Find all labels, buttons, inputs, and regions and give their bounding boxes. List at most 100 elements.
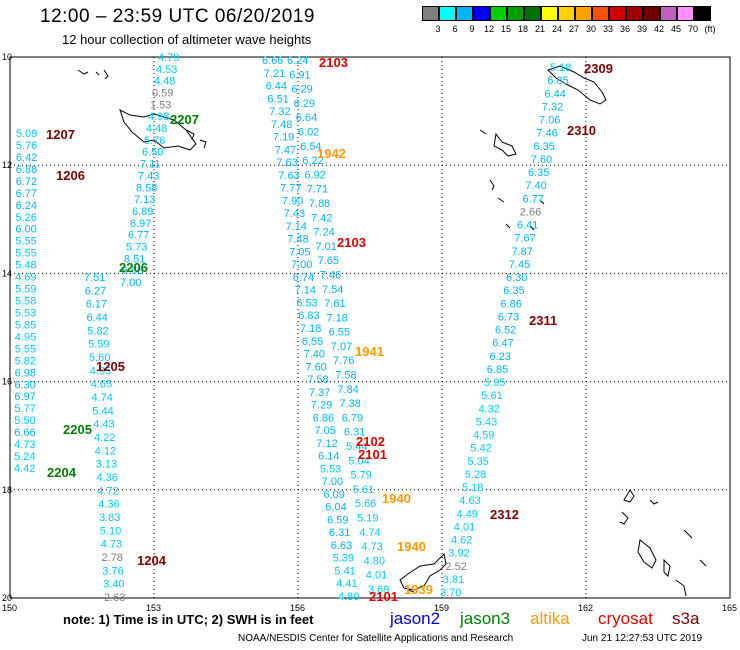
wave-height-value: 4.01 [366, 570, 387, 582]
wave-height-value: 6.83 [298, 310, 319, 322]
wave-height-value: 7.46 [536, 128, 557, 140]
scale-swatch [677, 6, 694, 21]
wave-height-value: 6.77 [523, 193, 544, 205]
wave-height-value: 7.37 [309, 387, 330, 399]
pass-time-label: 2101 [369, 589, 398, 604]
wave-height-value: 6.02 [298, 127, 319, 139]
wave-height-value: 7.65 [318, 255, 339, 267]
wave-height-value: 7.67 [514, 233, 535, 245]
wave-height-value: 7.84 [337, 384, 358, 396]
wave-height-value: 3.83 [99, 512, 120, 524]
wave-height-value: 4.32 [479, 403, 500, 415]
lon-label: 159 [434, 603, 449, 613]
wave-height-value: 5.76 [144, 135, 165, 147]
wave-height-value: 5.41 [334, 566, 355, 578]
wave-height-value: 5.95 [484, 377, 505, 389]
wave-height-value: 7.14 [295, 285, 316, 297]
wave-height-value: 7.58 [335, 370, 356, 382]
wave-height-value: 3.81 [443, 574, 464, 586]
wave-height-value: 5.55 [15, 236, 36, 248]
lat-label: 10 [2, 52, 12, 62]
wave-height-value: 7.48 [287, 234, 308, 246]
wave-height-value: 5.76 [16, 140, 37, 152]
wave-height-value: 6.97 [130, 218, 151, 230]
wave-height-value: 4.98 [148, 111, 169, 123]
pass-time-label: 2101 [358, 447, 387, 462]
wave-height-value: 6.42 [16, 152, 37, 164]
wave-height-value: 4.62 [451, 535, 472, 547]
wave-height-value: 7.07 [331, 341, 352, 353]
legend-note: note: 1) Time is in UTC; 2) SWH is in fe… [63, 612, 314, 627]
wave-height-value: 4.43 [93, 419, 114, 431]
wave-height-value: 7.00 [322, 476, 343, 488]
wave-height-value: 4.48 [154, 76, 175, 88]
wave-height-value: 5.10 [100, 525, 121, 537]
wave-height-value: 4.73 [101, 539, 122, 551]
wave-height-value: 7.76 [333, 355, 354, 367]
wave-height-value: 6.68 [122, 265, 143, 277]
scale-swatch [507, 6, 524, 21]
scale-swatch [643, 6, 660, 21]
wave-height-value: 7.58 [307, 374, 328, 386]
wave-height-value: 5.42 [470, 443, 491, 455]
wave-height-value: 6.66 [14, 427, 35, 439]
scale-label: 42 [653, 24, 664, 34]
wave-height-value: 6.98 [15, 367, 36, 379]
wave-height-value: 6.30 [15, 379, 36, 391]
scale-swatch [541, 6, 558, 21]
wave-height-value: 3.70 [440, 587, 461, 599]
wave-height-value: 6.44 [266, 81, 287, 93]
wave-height-value: 4.42 [14, 463, 35, 475]
wave-height-value: 4.49 [457, 508, 478, 520]
wave-height-value: 6.31 [344, 427, 365, 439]
scale-swatch [456, 6, 473, 21]
wave-height-value: 6.89 [132, 206, 153, 218]
map-subtitle: 12 hour collection of altimeter wave hei… [62, 32, 312, 47]
wave-height-value: 7.32 [269, 106, 290, 118]
wave-height-value: 7.47 [275, 144, 296, 156]
wave-height-value: 6.17 [86, 299, 107, 311]
wave-height-value: 5.44 [346, 441, 367, 453]
wave-height-value: 6.50 [142, 147, 163, 159]
wave-height-value: 6.88 [16, 164, 37, 176]
wave-height-value: 6.31 [329, 527, 350, 539]
lon-label: 165 [722, 603, 737, 613]
wave-height-value: 6.55 [329, 327, 350, 339]
wave-height-value: 7.06 [539, 115, 560, 127]
wave-height-value: 7.19 [273, 132, 294, 144]
wave-height-value: 5.18 [462, 482, 483, 494]
wave-height-value: 0.59 [152, 88, 173, 100]
wave-height-value: 4.36 [98, 499, 119, 511]
wave-height-value: 6.24 [16, 200, 37, 212]
scale-label: 21 [534, 24, 545, 34]
lon-label: 162 [578, 603, 593, 613]
wave-height-value: 6.54 [300, 141, 321, 153]
generated-timestamp: Jun 21 12:27:53 UTC 2019 [582, 633, 703, 644]
scale-swatch [609, 6, 626, 21]
lat-label: 14 [2, 268, 12, 278]
scale-label: 36 [619, 24, 630, 34]
wave-height-value: 6.66 [262, 55, 283, 67]
wave-height-value: 5.26 [16, 212, 37, 224]
wave-height-value: 7.60 [305, 361, 326, 373]
wave-height-value: 6.23 [490, 351, 511, 363]
wave-height-value: 7.12 [316, 438, 337, 450]
wave-height-value: 6.51 [267, 93, 288, 105]
wave-height-value: 4.79 [158, 52, 179, 64]
wave-height-value: 6.73 [498, 311, 519, 323]
wave-height-value: 5.58 [15, 296, 36, 308]
track-cryosat-west: 5.095.766.426.886.726.776.245.266.005.55… [14, 128, 37, 475]
wave-height-value: 5.73 [126, 242, 147, 254]
wave-height-value: 2.63 [104, 592, 125, 604]
wave-height-value: 7.13 [134, 194, 155, 206]
wave-height-value: 6.85 [487, 364, 508, 376]
wave-height-value: 7.05 [315, 425, 336, 437]
legend-cryosat: cryosat [598, 609, 653, 628]
lat-label: 20 [2, 593, 12, 603]
wave-height-value: 6.77 [16, 188, 37, 200]
wave-height-value: 5.61 [481, 390, 502, 402]
track-jason3-west: 4.794.534.480.591.534.984.485.766.507.11… [120, 52, 179, 289]
pass-time-label: 1939 [404, 582, 433, 597]
scale-swatch [473, 6, 490, 21]
wave-height-value: 3.76 [102, 565, 123, 577]
